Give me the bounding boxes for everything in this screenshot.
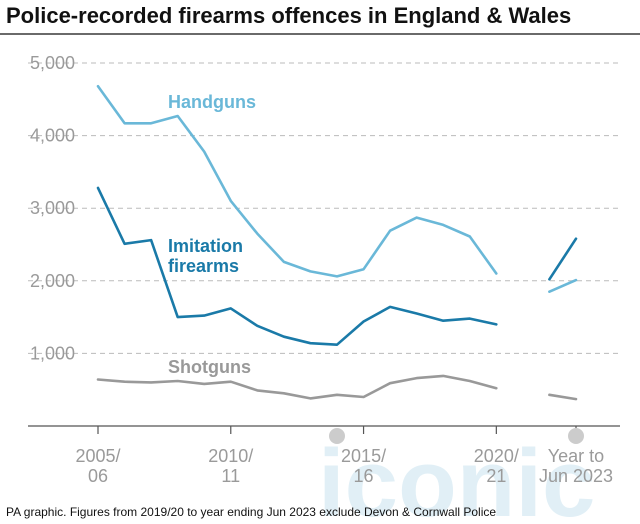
x-tick-label: 2020/21 — [474, 446, 519, 486]
x-tick-label: Year to Jun 2023 — [539, 446, 613, 486]
handguns-label: Handguns — [168, 92, 256, 112]
x-axis: 2005/06 2010/11 2015/16 2020/21 Year to Jun 2… — [28, 425, 620, 486]
y-tick-label: 2,000 — [30, 271, 75, 291]
y-tick-label: 3,000 — [30, 198, 75, 218]
y-tick-label: 5,000 — [30, 53, 75, 73]
gridlines — [28, 62, 620, 354]
imitation-firearms-label: Imitation firearms — [168, 236, 243, 276]
y-tick-label: 1,000 — [30, 343, 75, 363]
chart-title: Police-recorded firearms offences in Eng… — [6, 3, 571, 28]
imitation-firearms-line — [96, 186, 498, 347]
x-tick-label: 2015/16 — [341, 446, 386, 486]
imitation-firearms-line — [548, 237, 578, 281]
series-labels: Handguns Imitation firearms Shotguns — [168, 92, 256, 377]
shotguns-line — [96, 374, 498, 400]
axis-break-marker — [329, 428, 345, 444]
shotguns-line — [548, 393, 578, 401]
axis-break-marker — [568, 428, 584, 444]
series-lines — [96, 84, 578, 401]
y-tick-label: 4,000 — [30, 126, 75, 146]
handguns-line — [548, 278, 578, 294]
x-tick-label: 2010/11 — [208, 446, 253, 486]
chart-footnote: PA graphic. Figures from 2019/20 to year… — [6, 505, 496, 519]
x-tick-label: 2005/06 — [75, 446, 120, 486]
handguns-line — [96, 84, 498, 278]
y-axis-ticks: 1,000 2,000 3,000 4,000 5,000 — [30, 53, 75, 363]
shotguns-label: Shotguns — [168, 357, 251, 377]
iconic-watermark: iconic — [318, 430, 595, 524]
